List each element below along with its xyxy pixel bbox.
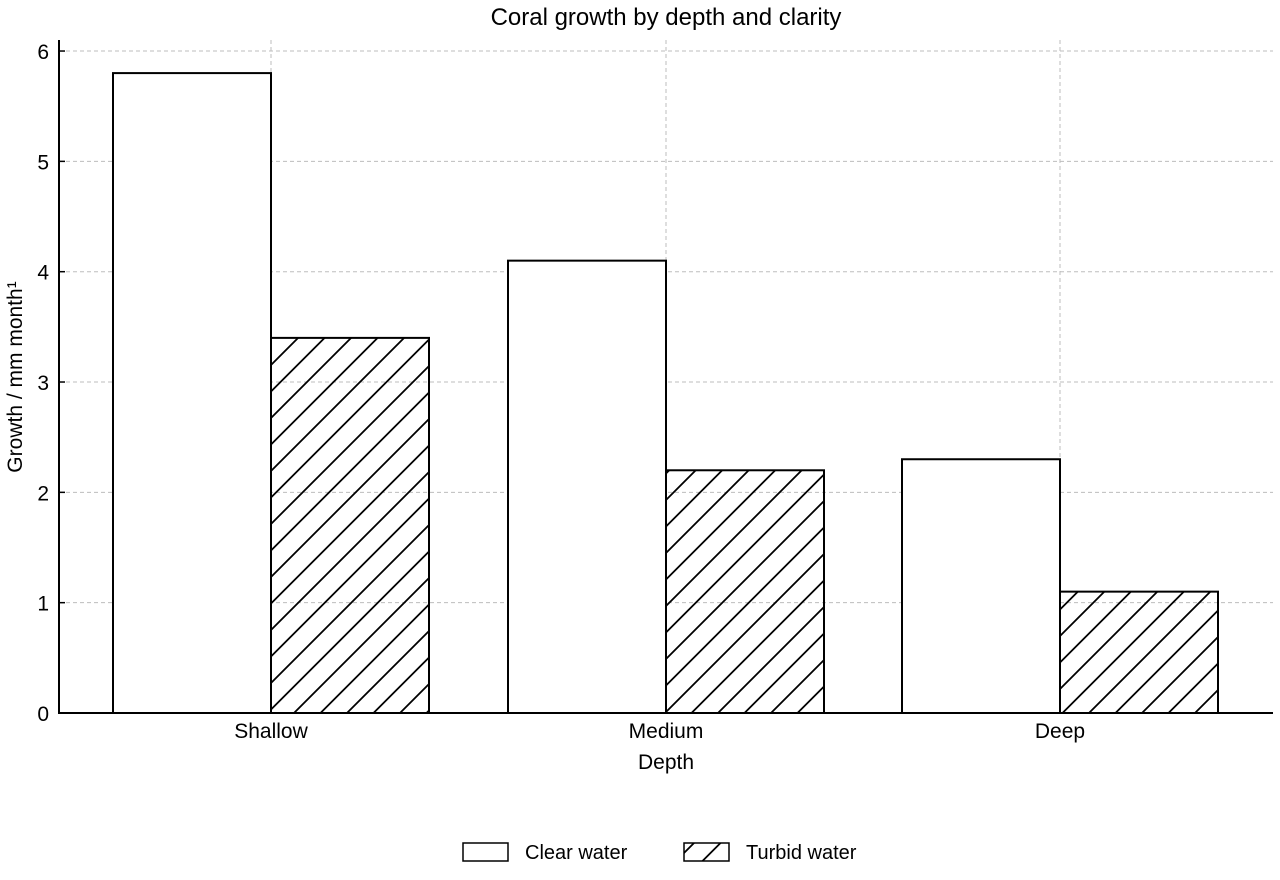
chart-title: Coral growth by depth and clarity — [491, 4, 842, 31]
y-axis-label: Growth / mm month¹ — [4, 281, 27, 472]
x-axis-label: Depth — [638, 751, 694, 774]
x-tick-label: Shallow — [234, 720, 308, 743]
bar-turbid-water-deep — [1059, 590, 1219, 714]
x-tick-label: Deep — [1035, 720, 1085, 743]
legend-label-clear-water: Clear water — [525, 842, 628, 864]
bar-clear-water-deep — [901, 458, 1061, 715]
y-ticks: 0 1 2 3 4 5 6 — [37, 41, 65, 726]
x-tick-label: Medium — [629, 720, 704, 743]
legend-swatch-clear-water — [462, 842, 509, 862]
legend: Clear water Turbid water — [462, 842, 857, 864]
bar-turbid-water-shallow — [270, 336, 430, 714]
y-tick-label: 3 — [37, 372, 49, 395]
bar-turbid-water-medium — [665, 469, 825, 714]
y-tick-label: 4 — [37, 262, 49, 285]
legend-label-turbid-water: Turbid water — [746, 842, 857, 864]
y-tick-label: 0 — [37, 703, 49, 726]
legend-swatch-turbid-water — [683, 842, 730, 862]
bars — [112, 72, 1219, 715]
y-tick-label: 5 — [37, 151, 49, 174]
y-tick-label: 2 — [37, 482, 49, 505]
bar-clear-water-medium — [507, 259, 667, 714]
y-tick-label: 6 — [37, 41, 49, 64]
y-tick-label: 1 — [37, 593, 49, 616]
x-ticks: Shallow Medium Deep — [234, 707, 1085, 743]
bar-clear-water-shallow — [112, 72, 272, 714]
